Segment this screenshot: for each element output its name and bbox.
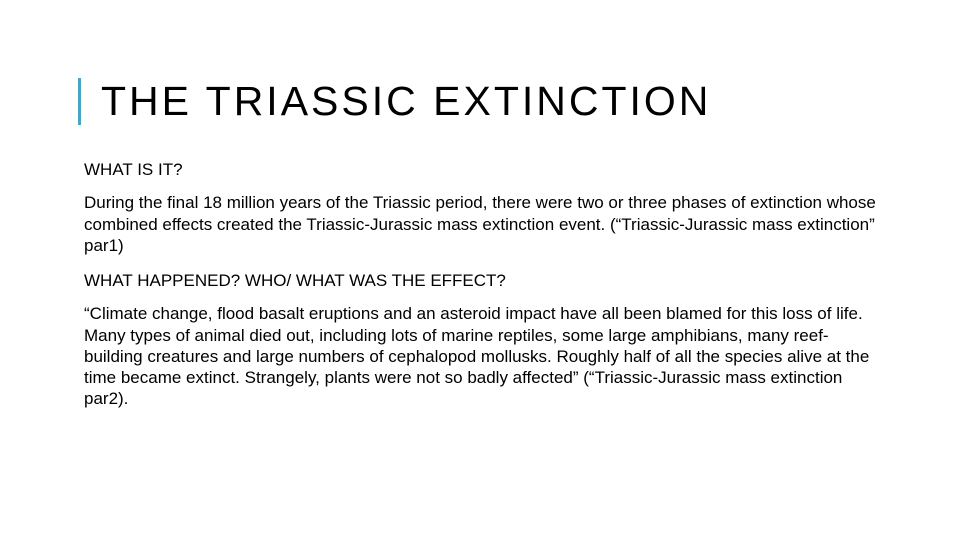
section-answer: During the final 18 million years of the… xyxy=(84,192,882,256)
section-question: WHAT IS IT? xyxy=(84,159,882,180)
slide-title: THE TRIASSIC EXTINCTION xyxy=(101,78,882,125)
section-question: WHAT HAPPENED? WHO/ WHAT WAS THE EFFECT? xyxy=(84,270,882,291)
title-accent-bar: THE TRIASSIC EXTINCTION xyxy=(78,78,882,125)
slide: THE TRIASSIC EXTINCTION WHAT IS IT? Duri… xyxy=(0,0,960,540)
section-answer: “Climate change, flood basalt eruptions … xyxy=(84,303,882,409)
slide-body: WHAT IS IT? During the final 18 million … xyxy=(78,159,882,410)
